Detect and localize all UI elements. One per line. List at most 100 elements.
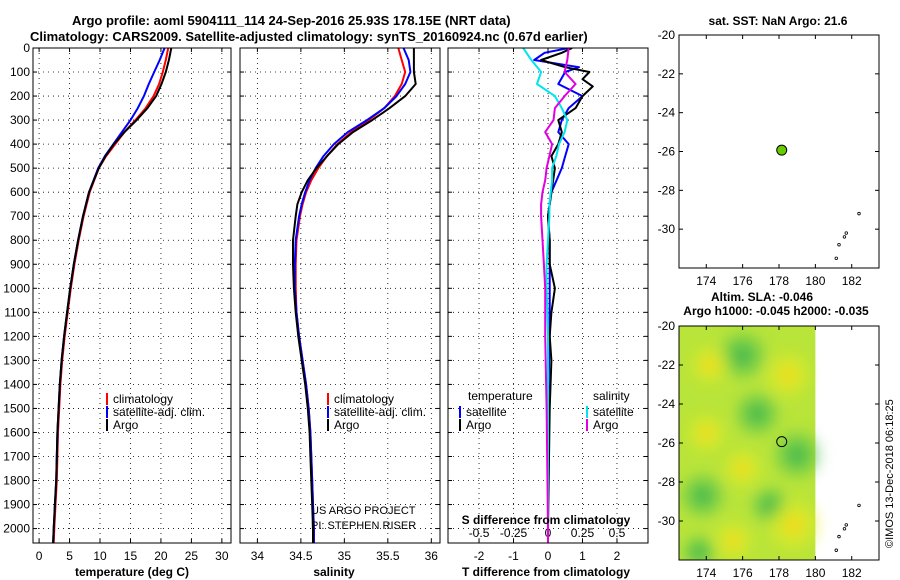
island-marker bbox=[837, 534, 841, 539]
plot-area bbox=[240, 48, 440, 543]
x-tick-label: 34 bbox=[251, 549, 265, 563]
x-tick-label: 0 bbox=[36, 549, 43, 563]
island-marker bbox=[844, 523, 848, 527]
figure-title-line-1: Argo profile: aoml 5904111_114 24-Sep-20… bbox=[72, 13, 511, 28]
depth-tick-label: 700 bbox=[10, 209, 30, 223]
series-group bbox=[292, 48, 417, 543]
map-x-tick-label: 174 bbox=[696, 274, 716, 288]
legend-label-climatology: climatology bbox=[334, 392, 394, 406]
credit-pi: PI: STEPHEN RISER bbox=[311, 520, 417, 532]
depth-tick-label: 1100 bbox=[4, 305, 30, 319]
map-y-tick-label: -30 bbox=[658, 514, 676, 528]
depth-tick-label: 200 bbox=[10, 89, 30, 103]
series-group bbox=[522, 48, 594, 543]
argo-position-marker bbox=[776, 436, 788, 448]
x-tick-label: 35 bbox=[338, 549, 352, 563]
x-tick-label: -2 bbox=[474, 549, 485, 563]
depth-tick-label: 1000 bbox=[3, 281, 30, 295]
depth-tick-label: 300 bbox=[10, 113, 30, 127]
island-marker bbox=[857, 503, 861, 508]
legend-label-s-argo: Argo bbox=[593, 418, 619, 432]
depth-tick-label: 1400 bbox=[3, 377, 30, 391]
depth-tick-label: 500 bbox=[10, 161, 30, 175]
s-tick-label: -0.25 bbox=[500, 526, 528, 540]
depth-tick-label: 2000 bbox=[3, 522, 30, 536]
s-tick-label: -0.5 bbox=[469, 526, 490, 540]
depth-tick-label: 400 bbox=[10, 137, 30, 151]
argo-position-marker bbox=[776, 144, 788, 156]
plot-frame bbox=[239, 47, 441, 544]
depth-tick-label: 100 bbox=[10, 65, 30, 79]
difference-legend: temperature satellite Argo salinity sate… bbox=[459, 389, 634, 432]
sla-blob bbox=[769, 426, 826, 483]
salinity-legend: climatology satellite-adj. clim. Argo bbox=[327, 392, 426, 432]
sla-blob bbox=[679, 469, 729, 522]
x-tick-label: 10 bbox=[93, 549, 107, 563]
salinity-panel: 34 34.5 35 35.5 36 bbox=[239, 47, 441, 563]
legend-label-argo: Argo bbox=[334, 418, 360, 432]
sla-field-blobs bbox=[679, 327, 826, 560]
map-y-tick-label: -28 bbox=[658, 475, 676, 489]
map-x-tick-label: 182 bbox=[842, 566, 862, 580]
temperature-xlabel: temperature (deg C) bbox=[75, 565, 189, 579]
series-line-t-argo bbox=[540, 48, 594, 543]
depth-tick-label: 600 bbox=[10, 185, 30, 199]
map-y-tick-label: -20 bbox=[658, 319, 676, 333]
island-marker bbox=[844, 231, 848, 235]
legend-label-climatology: climatology bbox=[113, 392, 173, 406]
difference-panel: -2 -1 0 1 2-0.5 -0.25 0 0.25 0.5 bbox=[447, 47, 649, 563]
series-line-argo bbox=[292, 48, 417, 543]
sla-map-panel: 174 176 178 180 182 -20 -22 -24 -26 -28 -30 bbox=[658, 319, 880, 580]
x-tick-label: 25 bbox=[185, 549, 199, 563]
x-tick-label: 5 bbox=[66, 549, 73, 563]
island-marker bbox=[842, 235, 847, 239]
map-x-tick-label: 180 bbox=[805, 274, 825, 288]
plot-frame bbox=[447, 47, 649, 544]
depth-tick-label: 0 bbox=[23, 41, 30, 55]
sst-map-title: sat. SST: NaN Argo: 21.6 bbox=[709, 14, 848, 28]
depth-tick-label: 1800 bbox=[3, 474, 30, 488]
temperature-legend: climatology satellite-adj. clim. Argo bbox=[106, 392, 205, 432]
depth-tick-label: 1300 bbox=[3, 353, 30, 367]
sla-heatmap bbox=[679, 326, 826, 560]
depth-tick-label: 800 bbox=[10, 233, 30, 247]
sla-blob bbox=[731, 387, 784, 440]
legend-label-argo: Argo bbox=[113, 418, 139, 432]
sst-map-panel: 174 176 178 180 182 -20 -22 -24 -26 -28 -30 bbox=[658, 28, 880, 288]
x-tick-label: 2 bbox=[614, 549, 621, 563]
x-tick-label: -1 bbox=[508, 549, 519, 563]
series-group bbox=[52, 48, 173, 543]
x-tick-label: 36 bbox=[425, 549, 439, 563]
legend-title-salinity: salinity bbox=[593, 389, 630, 403]
map-y-tick-label: -26 bbox=[658, 436, 676, 450]
map-y-tick-label: -20 bbox=[658, 28, 676, 42]
legend-label-t-satellite: satellite bbox=[466, 405, 507, 419]
sla-blob bbox=[684, 411, 729, 456]
sla-map-title-2: Argo h1000: -0.045 h2000: -0.035 bbox=[683, 304, 869, 318]
island-marker bbox=[857, 211, 861, 216]
map-y-tick-label: -30 bbox=[658, 222, 676, 236]
x-tick-label: 15 bbox=[124, 549, 138, 563]
depth-tick-label: 1200 bbox=[3, 329, 30, 343]
temperature-panel: 0100200300400500600700800900100011001200… bbox=[3, 41, 232, 563]
credit-project: US ARGO PROJECT bbox=[311, 505, 416, 517]
legend-label-s-satellite: satellite bbox=[593, 405, 634, 419]
legend-label-t-argo: Argo bbox=[466, 418, 492, 432]
map-frame bbox=[678, 34, 880, 269]
map-x-tick-label: 176 bbox=[733, 566, 753, 580]
map-x-tick-label: 176 bbox=[733, 274, 753, 288]
salinity-xlabel: salinity bbox=[313, 565, 355, 579]
s-difference-xlabel: S difference from climatology bbox=[462, 513, 631, 527]
x-tick-label: 0 bbox=[545, 549, 552, 563]
figure-title-line-2: Climatology: CARS2009. Satellite-adjuste… bbox=[30, 29, 588, 44]
island-marker bbox=[834, 256, 838, 260]
s-tick-label: 0.25 bbox=[571, 526, 595, 540]
map-x-tick-label: 178 bbox=[769, 274, 789, 288]
sla-blob bbox=[763, 494, 824, 555]
s-tick-label: 0.5 bbox=[609, 526, 626, 540]
series-line-argo bbox=[52, 48, 173, 543]
x-tick-label: 34.5 bbox=[289, 549, 313, 563]
series-line-s-satellite bbox=[522, 48, 569, 543]
map-x-tick-label: 182 bbox=[842, 274, 862, 288]
map-y-tick-label: -28 bbox=[658, 183, 676, 197]
